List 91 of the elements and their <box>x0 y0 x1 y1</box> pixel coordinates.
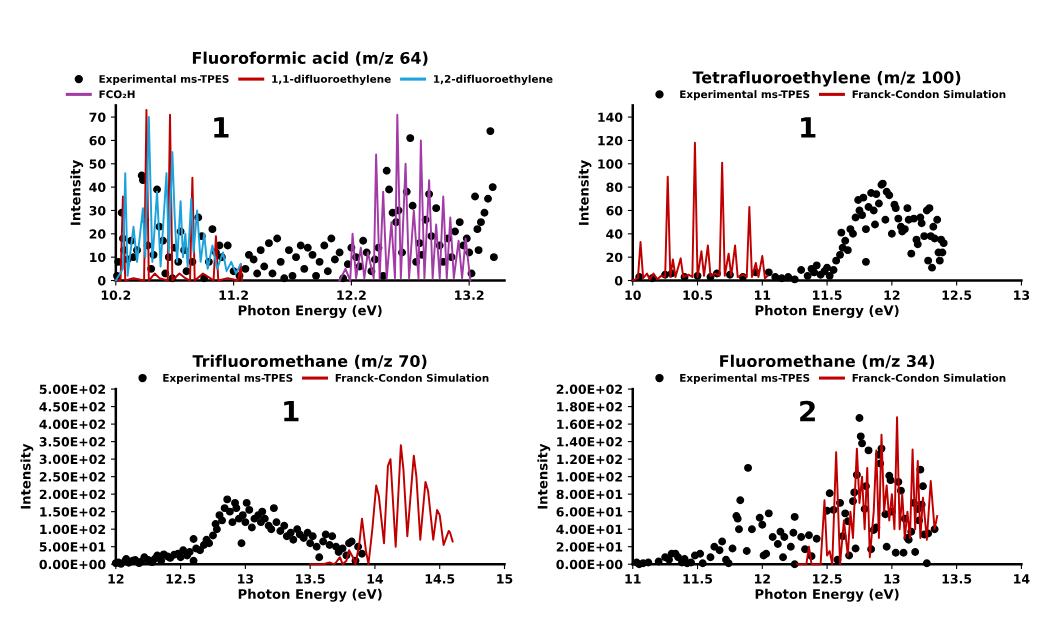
y-tick-label: 1.00E+02 <box>40 524 106 535</box>
x-tick-label: 10.5 <box>683 290 713 300</box>
y-tick-label: 4.00E+01 <box>556 524 623 535</box>
y-tick-label: 5.00E+02 <box>39 384 106 395</box>
x-tick-label: 13 <box>238 574 254 584</box>
y-tick-label: 40 <box>89 182 106 193</box>
x-axis-title: Photon Energy (eV) <box>755 305 899 318</box>
y-axis-title: Intensity <box>70 160 84 225</box>
x-axis-title: Photon Energy (eV) <box>238 305 382 318</box>
y-tick-label: 10 <box>90 252 106 263</box>
y-tick-label: 1.20E+02 <box>557 454 622 465</box>
y-tick-label: 2.50E+02 <box>39 472 106 482</box>
annotation: 1 <box>284 401 299 422</box>
x-tick-label: 12.2 <box>337 290 366 300</box>
y-tick-label: 80 <box>606 182 623 193</box>
y-tick-label: 1.40E+02 <box>557 437 622 447</box>
y-tick-label: 1.60E+02 <box>557 419 622 430</box>
chart-title: Tetrafluoroethylene (m/z 100) <box>692 71 961 87</box>
legend-label: FCO₂H <box>99 90 135 99</box>
y-tick-label: 0.00E+00 <box>39 559 106 570</box>
legend-label: Experimental ms-TPES <box>163 373 293 384</box>
x-tick-label: 15 <box>497 574 513 584</box>
y-axis-title: Intensity <box>578 160 592 225</box>
y-tick-label: 50 <box>89 159 106 169</box>
x-tick-label: 13 <box>884 574 900 584</box>
y-tick-label: 60 <box>89 135 106 146</box>
y-tick-label: 2.00E+01 <box>556 542 623 552</box>
x-tick-label: 11 <box>755 290 771 300</box>
y-tick-label: 4.00E+02 <box>39 419 106 430</box>
y-tick-label: 3.50E+02 <box>39 437 106 447</box>
chart-title: Fluoromethane (m/z 34) <box>720 354 935 369</box>
x-tick-label: 12 <box>755 574 770 584</box>
x-tick-label: 13.5 <box>942 574 972 584</box>
x-tick-label: 13 <box>1014 290 1030 300</box>
x-tick-label: 12 <box>108 574 124 584</box>
x-tick-label: 14 <box>1014 574 1030 584</box>
legend-label: Franck-Condon Simulation <box>852 90 1006 99</box>
legend-label: Experimental ms-TPES <box>680 373 810 384</box>
x-tick-label: 11.2 <box>219 290 248 300</box>
x-tick-label: 10.2 <box>101 290 131 300</box>
annotation: 1 <box>801 117 816 138</box>
x-tick-label: 12.5 <box>813 574 842 584</box>
annotation: 2 <box>800 400 815 422</box>
y-tick-label: 8.00E+01 <box>556 489 623 500</box>
chart-title: Trifluoromethane (m/z 70) <box>192 354 427 369</box>
y-axis-title: Intensity <box>20 443 34 509</box>
y-tick-label: 20 <box>606 252 623 263</box>
y-tick-label: 6.00E+01 <box>556 507 623 517</box>
y-tick-label: 0.00E+00 <box>556 559 623 570</box>
y-tick-label: 1.50E+02 <box>40 507 106 517</box>
y-axis-title: Intensity <box>537 443 551 509</box>
x-axis-title: Photon Energy (eV) <box>755 588 899 602</box>
legend-label: Franck-Condon Simulation <box>852 373 1006 382</box>
x-tick-label: 12.5 <box>942 290 972 300</box>
x-tick-label: 14.5 <box>425 574 455 584</box>
y-tick-label: 20 <box>89 229 106 239</box>
line-series <box>309 444 454 566</box>
x-tick-label: 14 <box>367 574 384 584</box>
annotation: 1 <box>214 117 229 138</box>
y-tick-label: 4.50E+02 <box>39 402 106 412</box>
y-tick-label: 40 <box>606 229 623 239</box>
y-tick-label: 0 <box>614 275 623 286</box>
x-tick-label: 11.5 <box>683 574 713 584</box>
legend-label: Franck-Condon Simulation <box>335 373 489 382</box>
x-axis-title: Photon Energy (eV) <box>238 588 382 602</box>
legend-label: 1,1-difluoroethylene <box>272 74 391 85</box>
y-tick-label: 3.00E+02 <box>39 454 106 465</box>
y-tick-label: 1.80E+02 <box>557 402 622 412</box>
x-tick-label: 11.5 <box>813 290 842 300</box>
x-tick-label: 13.5 <box>296 574 325 584</box>
x-tick-label: 13.2 <box>455 290 484 300</box>
y-tick-label: 100 <box>598 159 623 169</box>
legend-label: Experimental ms-TPES <box>680 90 810 101</box>
legend-label: 1,2-difluoroethylene <box>434 74 553 85</box>
y-tick-label: 0 <box>98 275 106 286</box>
y-tick-label: 30 <box>89 205 106 216</box>
y-tick-label: 70 <box>89 112 106 122</box>
y-tick-label: 140 <box>598 112 623 122</box>
line-series <box>338 113 472 282</box>
y-tick-label: 5.00E+01 <box>39 542 106 552</box>
chart-title: Fluoroformic acid (m/z 64) <box>192 51 428 66</box>
x-tick-label: 12.5 <box>166 574 196 584</box>
y-tick-label: 2.00E+02 <box>39 489 106 500</box>
y-tick-label: 2.00E+02 <box>556 384 622 395</box>
x-tick-label: 10 <box>625 290 641 300</box>
x-tick-label: 11 <box>625 574 641 584</box>
y-tick-label: 1.00E+02 <box>557 472 622 482</box>
x-tick-label: 12 <box>884 290 900 300</box>
y-tick-label: 120 <box>598 135 623 146</box>
y-tick-label: 60 <box>606 205 623 216</box>
legend-label: Experimental ms-TPES <box>99 74 229 85</box>
